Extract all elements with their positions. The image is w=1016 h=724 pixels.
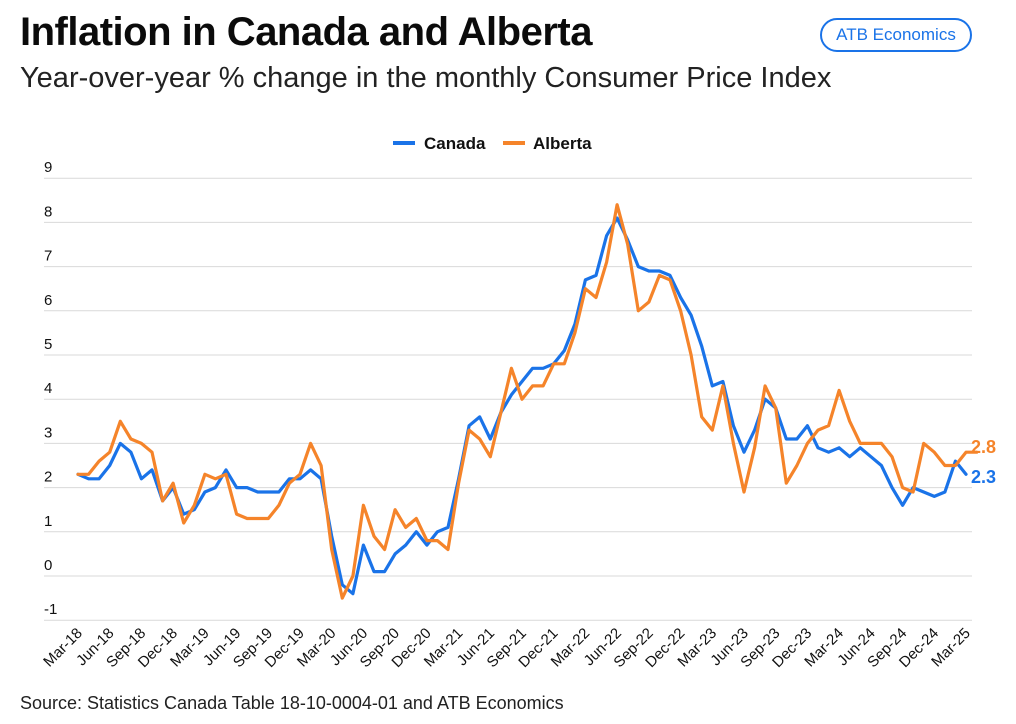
end-label-canada: 2.3 [971,467,996,487]
y-tick-label: 2 [44,469,52,486]
chart-subtitle: Year-over-year % change in the monthly C… [20,62,832,94]
y-tick-label: 0 [44,557,52,574]
y-tick-label: 4 [44,380,52,397]
series-line-canada [76,216,968,596]
legend-label-alberta: Alberta [533,134,592,153]
y-tick-label: 3 [44,424,52,441]
x-axis-ticks: Mar-18Jun-18Sep-18Dec-18Mar-19Jun-19Sep-… [40,625,974,671]
atb-economics-badge: ATB Economics [820,18,972,52]
chart-title: Inflation in Canada and Alberta [20,10,592,54]
y-tick-label: 9 [44,159,52,176]
legend: Canada Alberta [393,134,592,153]
y-tick-label: 8 [44,203,52,220]
y-axis-ticks: -1 0 1 2 3 4 5 6 7 8 9 [44,159,57,618]
end-label-alberta: 2.8 [971,437,996,457]
series-line-alberta [76,203,979,600]
y-tick-label: 5 [44,336,52,353]
y-tick-label: 7 [44,248,52,265]
legend-label-canada: Canada [424,134,486,153]
source-note: Source: Statistics Canada Table 18-10-00… [20,693,564,713]
y-tick-label: -1 [44,601,57,618]
y-tick-label: 1 [44,513,52,530]
series-lines [76,203,979,600]
y-tick-label: 6 [44,292,52,309]
